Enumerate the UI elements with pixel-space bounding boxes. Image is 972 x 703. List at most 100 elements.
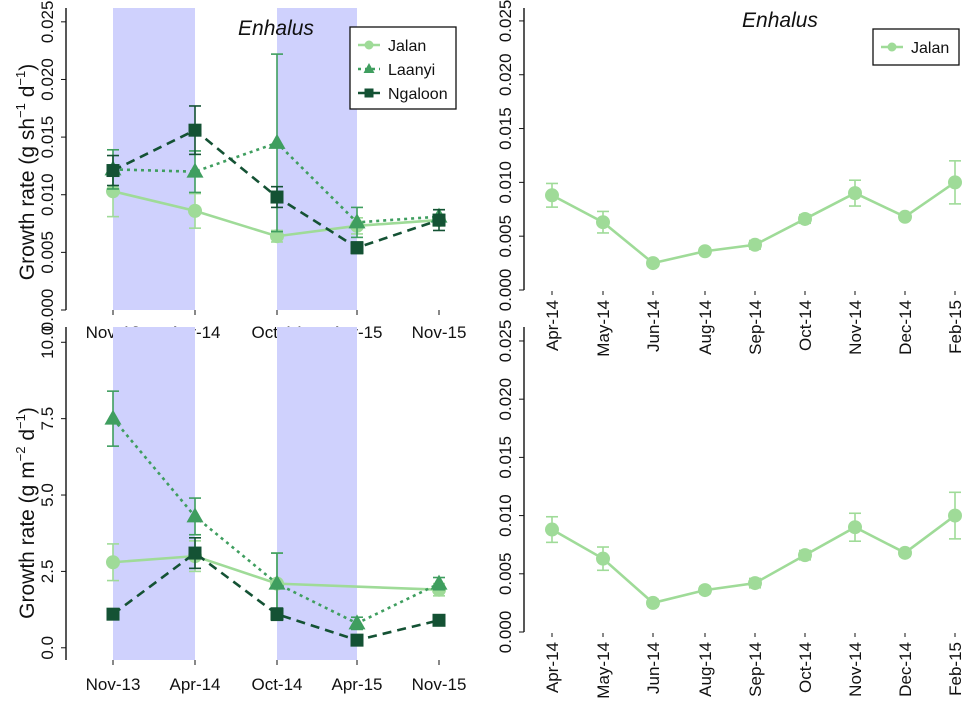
shaded-interval (113, 327, 195, 660)
top-left-panel: 0.0000.0050.0100.0150.0200.025Nov-13Apr-… (38, 1, 466, 342)
panel-title-top-right: Enhalus (742, 9, 818, 32)
legend-marker (363, 63, 375, 73)
x-tick-label: Nov-15 (412, 675, 467, 694)
data-point-jalan (898, 545, 912, 560)
legend: Jalan (872, 28, 960, 66)
y-tick-label: 0.025 (38, 1, 57, 44)
y-tick-label: 0.020 (38, 58, 57, 101)
data-point-jalan (596, 551, 610, 566)
data-point-jalan (948, 175, 962, 190)
data-point-jalan (545, 522, 559, 537)
y-tick-label: 7.5 (38, 407, 57, 431)
legend-label: Ngaloon (388, 86, 448, 103)
data-point-ngaloon (188, 546, 202, 560)
bottom-right-panel: 0.000 0.005 0.010 0.015 0.020 0.025 Apr-14 May-… (496, 320, 965, 699)
data-point-jalan (106, 555, 120, 570)
x-tick-label: Apr-14 (543, 300, 562, 351)
top-right-panel: 0.000 0.005 0.010 0.015 0.020 0.025 Apr-14 May-… (496, 0, 965, 357)
data-point-jalan (646, 256, 660, 271)
x-tick-label: Oct-14 (796, 642, 815, 693)
x-tick-label: Oct-14 (796, 300, 815, 351)
data-point-ngaloon (350, 241, 364, 255)
data-point-jalan (748, 576, 762, 591)
data-point-ngaloon (432, 213, 446, 227)
data-point-laanyi (104, 409, 122, 425)
x-tick-label: Oct-14 (251, 675, 302, 694)
x-tick-label: May-14 (594, 300, 613, 357)
data-point-jalan (596, 215, 610, 230)
legend-label: Jalan (911, 40, 949, 57)
y-tick-label: 0.010 (38, 173, 57, 216)
legend-marker (364, 40, 374, 50)
data-point-jalan (848, 186, 862, 201)
legend-marker (364, 88, 374, 98)
data-point-laanyi (186, 162, 204, 178)
shaded-interval (277, 8, 357, 310)
x-tick-label: Feb-15 (946, 642, 965, 696)
data-point-jalan (270, 229, 284, 244)
y-tick-label: 10.0 (38, 326, 57, 359)
y-tick-label: 2.5 (38, 560, 57, 584)
data-point-jalan (106, 184, 120, 199)
x-tick-label: Apr-15 (331, 675, 382, 694)
x-tick-label: Dec-14 (896, 642, 915, 697)
data-point-jalan (748, 237, 762, 252)
shaded-interval (113, 8, 195, 310)
x-tick-label: Sep-14 (746, 300, 765, 355)
data-point-laanyi (186, 507, 204, 523)
bottom-left-panel: 0.0 2.5 5.0 7.5 10.0 Nov-13 Apr-14 Oct-14 Apr-15… (38, 326, 466, 694)
y-tick-label: 0.000 (496, 269, 515, 312)
x-tick-label: Jun-14 (644, 642, 663, 694)
x-tick-label: Feb-15 (946, 300, 965, 354)
data-point-ngaloon (270, 607, 284, 621)
series-line-ngaloon (112, 551, 440, 642)
data-point-ngaloon (270, 190, 284, 204)
data-point-laanyi (348, 213, 366, 229)
data-point-ngaloon (188, 123, 202, 137)
x-tick-label: Nov-13 (86, 675, 141, 694)
x-tick-label: Apr-14 (169, 675, 220, 694)
data-point-jalan (948, 508, 962, 523)
y-tick-label: 0.005 (38, 231, 57, 274)
x-tick-label: Sep-14 (746, 642, 765, 697)
panel-title-top-left: Enhalus (238, 17, 314, 40)
legend-label: Laanyi (388, 62, 435, 79)
data-point-jalan (545, 188, 559, 203)
y-tick-label: 0.025 (496, 320, 515, 363)
data-point-laanyi (268, 574, 286, 590)
data-point-laanyi (430, 574, 448, 590)
data-point-jalan (798, 548, 812, 563)
y-tick-label: 0.015 (496, 107, 515, 150)
data-point-jalan (848, 520, 862, 535)
legend: Jalan Laanyi Ngaloon (349, 26, 457, 110)
x-tick-label: Nov-15 (412, 323, 467, 342)
x-tick-label: Nov-14 (846, 642, 865, 697)
y-tick-label: 0.010 (496, 161, 515, 204)
data-point-laanyi (348, 614, 366, 630)
data-point-ngaloon (106, 607, 120, 621)
data-point-jalan (646, 595, 660, 610)
y-tick-label: 0.000 (496, 611, 515, 654)
y-tick-label: 0.015 (38, 116, 57, 159)
x-tick-label: Nov-14 (846, 300, 865, 355)
y-tick-label: 0.015 (496, 436, 515, 479)
top-ylabel: Growth rate (g sh−1 d−1) (13, 64, 39, 280)
data-point-ngaloon (106, 164, 120, 178)
legend-label: Jalan (388, 38, 426, 55)
data-point-jalan (798, 211, 812, 226)
data-point-laanyi (268, 133, 286, 149)
y-tick-label: 0.000 (38, 289, 57, 332)
data-point-jalan (898, 209, 912, 224)
x-tick-label: May-14 (594, 642, 613, 698)
y-tick-label: 0.005 (496, 215, 515, 258)
y-tick-label: 0.005 (496, 553, 515, 596)
x-tick-label: Aug-14 (696, 642, 715, 697)
bottom-ylabel: Growth rate (g m−2 d−1) (13, 407, 39, 619)
data-point-jalan (188, 203, 202, 218)
data-point-ngaloon (432, 613, 446, 627)
x-tick-label: Apr-14 (543, 642, 562, 693)
legend-marker (887, 42, 897, 52)
x-tick-label: Dec-14 (896, 300, 915, 355)
